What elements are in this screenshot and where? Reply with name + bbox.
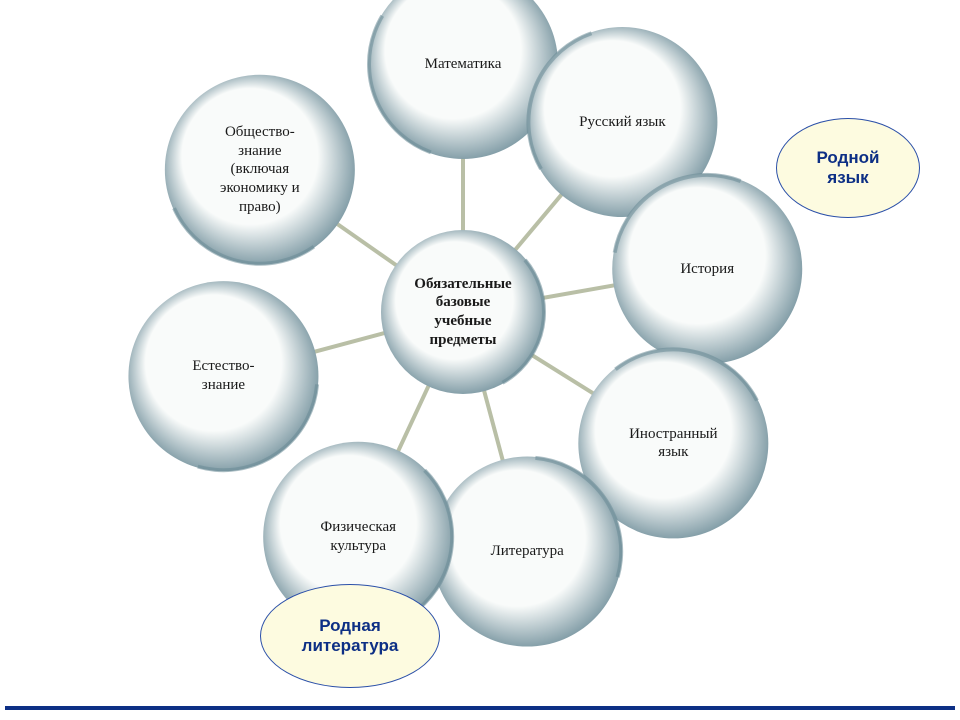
outer-node-5-label: Физическаякультура [312,518,404,556]
outer-node-1-label: Русский язык [571,113,673,132]
callout-1: Роднаялитература [260,584,440,688]
outer-node-3-label: Иностранныйязык [621,425,725,463]
outer-node-6: Естество-знание [128,281,318,471]
callout-1-label: Роднаялитература [296,616,405,657]
outer-node-4: Литература [432,457,622,647]
outer-node-7: Общество-знание(включаяэкономику иправо) [165,75,355,265]
outer-node-6-label: Естество-знание [184,357,262,395]
footer-rule [5,706,955,710]
outer-node-2-label: История [672,260,742,279]
outer-node-7-label: Общество-знание(включаяэкономику иправо) [212,123,308,217]
diagram-stage: Обязательныебазовыеучебныепредметы Матема… [0,0,960,720]
outer-node-2: История [612,174,802,364]
callout-0: Роднойязык [776,118,920,218]
outer-node-0-label: Математика [417,55,510,74]
outer-node-4-label: Литература [483,542,572,561]
callout-0-label: Роднойязык [811,148,886,189]
center-node-label: Обязательныебазовыеучебныепредметы [406,275,519,350]
center-node: Обязательныебазовыеучебныепредметы [381,230,545,394]
